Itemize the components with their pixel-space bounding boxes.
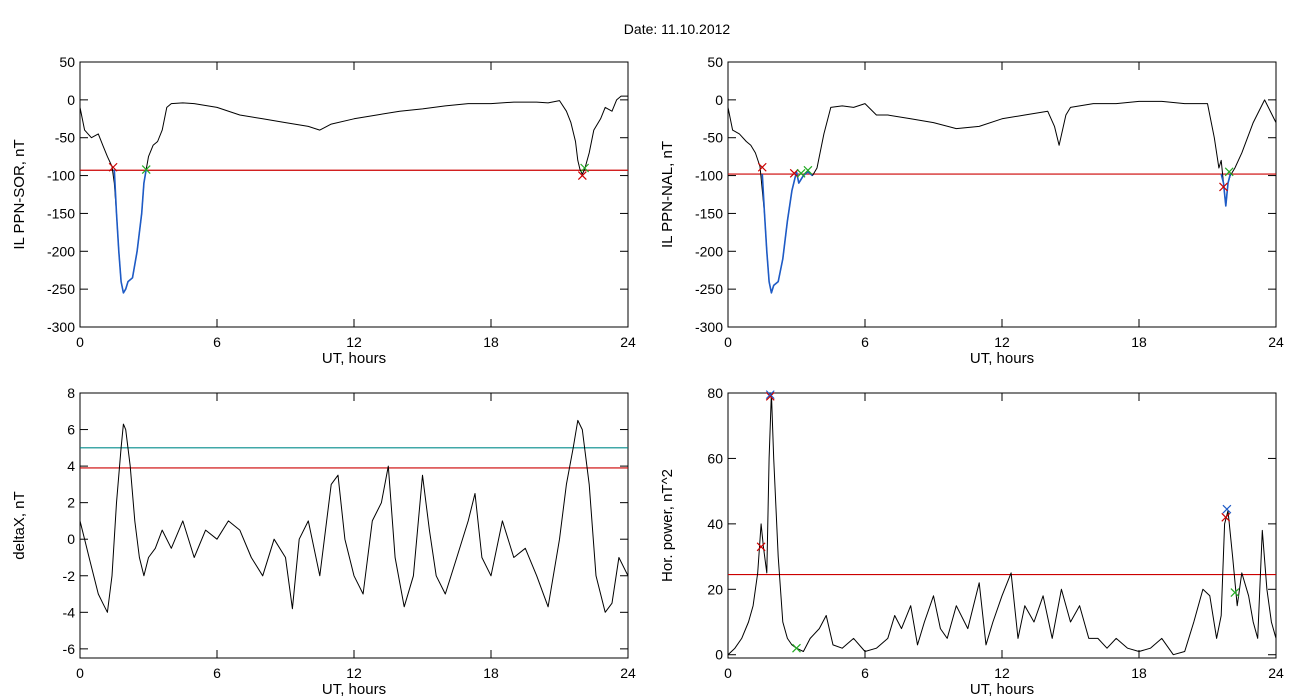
figure-title: Date: 11.10.2012 — [624, 21, 731, 37]
x-marker — [108, 162, 118, 172]
highlight-segment — [761, 171, 814, 294]
y-tick-label: -100 — [47, 168, 75, 184]
x-marker — [792, 643, 801, 653]
x-marker — [803, 165, 813, 175]
y-tick-label: -50 — [703, 130, 723, 146]
x-tick-label: 6 — [213, 334, 221, 350]
y-tick-label: 8 — [67, 385, 75, 401]
x-tick-label: 18 — [1131, 334, 1147, 350]
x-marker — [1224, 167, 1234, 177]
x-tick-label: 24 — [1268, 665, 1284, 681]
x-tick-label: 18 — [483, 334, 499, 350]
y-axis-label: deltaX, nT — [11, 491, 28, 559]
x-axis-label: UT, hours — [322, 681, 386, 698]
x-tick-label: 6 — [861, 665, 869, 681]
plot-layer: 0 6 12 18 24 -300 -250 -200 -150 -100 -50 0 50 — [695, 54, 1284, 350]
y-tick-label: 6 — [67, 422, 75, 438]
plot-frame — [727, 392, 1277, 659]
x-tick-label: 12 — [346, 665, 362, 681]
x-marker — [1219, 182, 1228, 192]
y-tick-label: -4 — [63, 604, 76, 620]
y-tick-label: 0 — [67, 531, 75, 547]
y-tick-label: 50 — [59, 54, 75, 70]
y-tick-label: -150 — [695, 205, 723, 221]
y-tick-label: -200 — [695, 243, 723, 259]
y-tick-label: 60 — [707, 450, 723, 466]
x-marker — [756, 542, 766, 552]
x-marker — [1230, 588, 1240, 597]
y-tick-label: -50 — [55, 130, 75, 146]
y-axis-label: Hor. power, nT^2 — [659, 469, 676, 582]
y-axis-label: IL PPN-NAL, nT — [659, 141, 676, 248]
x-tick-label: 12 — [346, 334, 362, 350]
y-tick-label: 2 — [67, 495, 75, 511]
y-tick-label: -2 — [63, 568, 76, 584]
panel-il-ppn-nal: UT, hours IL PPN-NAL, nT 0 6 12 18 24 -300 -25… — [659, 54, 1284, 367]
plot-frame — [79, 61, 629, 328]
highlight-segment — [113, 169, 147, 294]
series-line — [727, 392, 1277, 656]
y-tick-label: -200 — [47, 243, 75, 259]
plot-layer: 0 6 12 18 24 -300 -250 -200 -150 -100 -50 0 50 — [47, 54, 636, 350]
y-tick-label: 20 — [707, 581, 723, 597]
plot-frame — [79, 392, 629, 659]
y-tick-label: -150 — [47, 205, 75, 221]
y-tick-label: -250 — [47, 281, 75, 297]
y-tick-label: 80 — [707, 385, 723, 401]
x-marker — [765, 390, 775, 400]
x-tick-label: 18 — [1131, 665, 1147, 681]
x-tick-label: 6 — [213, 665, 221, 681]
x-tick-label: 0 — [76, 665, 84, 681]
x-tick-label: 24 — [1268, 334, 1284, 350]
x-marker — [789, 168, 799, 178]
x-marker — [577, 171, 587, 180]
x-marker — [757, 162, 767, 172]
y-tick-label: 4 — [67, 458, 75, 474]
series-line — [79, 95, 628, 294]
x-axis-label: UT, hours — [322, 350, 386, 367]
x-tick-label: 12 — [994, 334, 1010, 350]
panel-il-ppn-sor: UT, hours IL PPN-SOR, nT 0 6 12 18 24 -300 -25… — [11, 54, 636, 367]
x-tick-label: 0 — [76, 334, 84, 350]
x-marker — [796, 168, 806, 178]
y-tick-label: -6 — [63, 641, 76, 657]
y-axis-label: IL PPN-SOR, nT — [11, 139, 28, 249]
x-tick-label: 0 — [724, 334, 732, 350]
x-tick-label: 0 — [724, 665, 732, 681]
x-marker — [580, 163, 590, 173]
y-tick-label: -250 — [695, 281, 723, 297]
series-line — [79, 419, 629, 613]
series-line — [727, 99, 1277, 294]
x-tick-label: 24 — [620, 665, 636, 681]
x-tick-label: 6 — [861, 334, 869, 350]
x-marker — [1221, 512, 1231, 522]
x-tick-label: 18 — [483, 665, 499, 681]
y-tick-label: 50 — [707, 54, 723, 70]
plot-frame — [727, 61, 1277, 328]
highlight-segment — [1220, 173, 1232, 207]
plot-layer: 0 6 12 18 24 0 20 40 60 80 — [707, 385, 1284, 681]
y-tick-label: 0 — [715, 647, 723, 663]
y-tick-label: -300 — [695, 319, 723, 335]
x-tick-label: 24 — [620, 334, 636, 350]
x-axis-label: UT, hours — [970, 681, 1034, 698]
y-tick-label: 0 — [67, 92, 75, 108]
x-axis-label: UT, hours — [970, 350, 1034, 367]
x-marker — [1222, 504, 1232, 514]
y-tick-label: -100 — [695, 168, 723, 184]
x-tick-label: 12 — [994, 665, 1010, 681]
x-marker — [141, 165, 151, 174]
y-tick-label: 40 — [707, 516, 723, 532]
y-tick-label: -300 — [47, 319, 75, 335]
panel-hor-power: UT, hours Hor. power, nT^2 0 6 12 18 24 0 20 40… — [659, 385, 1284, 698]
x-marker — [765, 391, 775, 401]
y-tick-label: 0 — [715, 92, 723, 108]
